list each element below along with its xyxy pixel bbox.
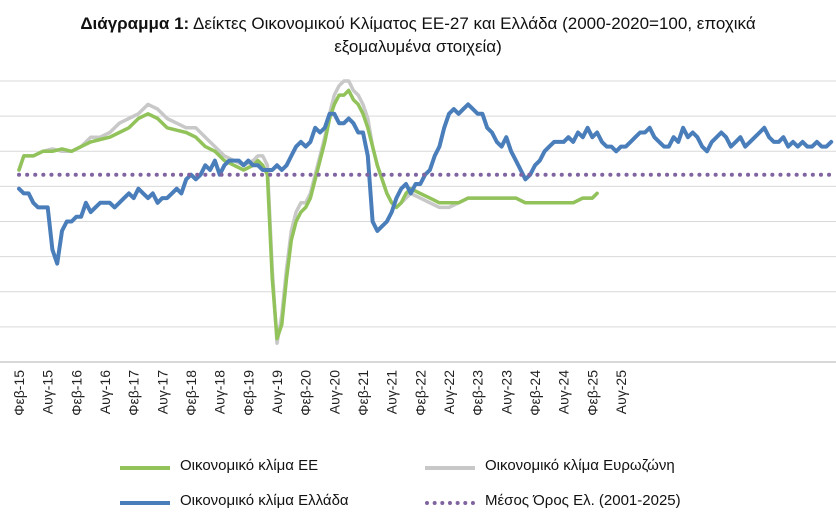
x-tick-label: Αυγ-25 [613, 370, 629, 414]
series-line-0 [17, 79, 599, 346]
legend-swatch-greece-average [425, 501, 475, 505]
legend-item-eurozone: Οικονομικό κλίμα Ευρωζώνη [425, 457, 805, 479]
chart-title: Διάγραμμα 1: Δείκτες Οικονομικού Κλίματο… [0, 12, 836, 58]
gridlines [0, 80, 836, 363]
x-tick-label: Φεβ-15 [11, 370, 27, 416]
series-line-2 [17, 102, 834, 266]
x-tick-label: Φεβ-18 [183, 370, 199, 416]
legend-label-greece: Οικονομικό κλίμα Ελλάδα [180, 492, 349, 509]
x-tick-label: Φεβ-25 [584, 370, 600, 416]
x-tick-label: Αυγ-24 [556, 370, 572, 414]
legend-item-eu: Οικονομικό κλίμα ΕΕ [120, 457, 420, 479]
series-group [17, 79, 834, 346]
x-tick-label: Αυγ-15 [40, 370, 56, 414]
legend-label-eu: Οικονομικό κλίμα ΕΕ [180, 457, 319, 474]
chart-title-prefix: Διάγραμμα 1: [80, 14, 190, 33]
x-tick-label: Φεβ-24 [527, 370, 543, 416]
legend-label-eurozone: Οικονομικό κλίμα Ευρωζώνη [485, 457, 675, 474]
x-tick-label: Αυγ-21 [384, 370, 400, 414]
x-axis-tick-labels: Φεβ-15 Αυγ-15 Φεβ-16 Αυγ-16 Φεβ-17 Αυγ-17 Φεβ-… [11, 370, 629, 416]
series-line-1 [17, 88, 599, 341]
x-tick-label: Αυγ-16 [97, 370, 113, 414]
x-tick-label: Φεβ-16 [68, 370, 84, 416]
x-tick-label: Φεβ-21 [355, 370, 371, 416]
x-tick-label: Φεβ-23 [470, 370, 486, 416]
legend-item-greece-average: Μέσος Όρος Ελ. (2001-2025) [425, 492, 805, 514]
x-tick-label: Αυγ-19 [269, 370, 285, 414]
legend-swatch-eurozone [425, 466, 475, 470]
legend-swatch-greece [120, 501, 170, 505]
x-tick-label: Αυγ-18 [212, 370, 228, 414]
x-tick-label: Αυγ-20 [326, 370, 342, 414]
chart-title-line1: Δείκτες Οικονομικού Κλίματος ΕΕ-27 και Ε… [193, 14, 756, 33]
x-tick-label: Αυγ-23 [498, 370, 514, 414]
x-tick-label: Αυγ-22 [441, 370, 457, 414]
legend-swatch-eu [120, 466, 170, 470]
chart-title-line2: εξομαλυμένα στοιχεία) [334, 37, 502, 56]
x-tick-label: Φεβ-20 [298, 370, 314, 416]
x-tick-label: Φεβ-19 [240, 370, 256, 416]
legend-label-greece-average: Μέσος Όρος Ελ. (2001-2025) [485, 492, 681, 509]
legend-item-greece: Οικονομικό κλίμα Ελλάδα [120, 492, 420, 514]
x-tick-label: Φεβ-17 [126, 370, 142, 416]
x-tick-label: Φεβ-22 [412, 370, 428, 416]
x-tick-label: Αυγ-17 [154, 370, 170, 414]
